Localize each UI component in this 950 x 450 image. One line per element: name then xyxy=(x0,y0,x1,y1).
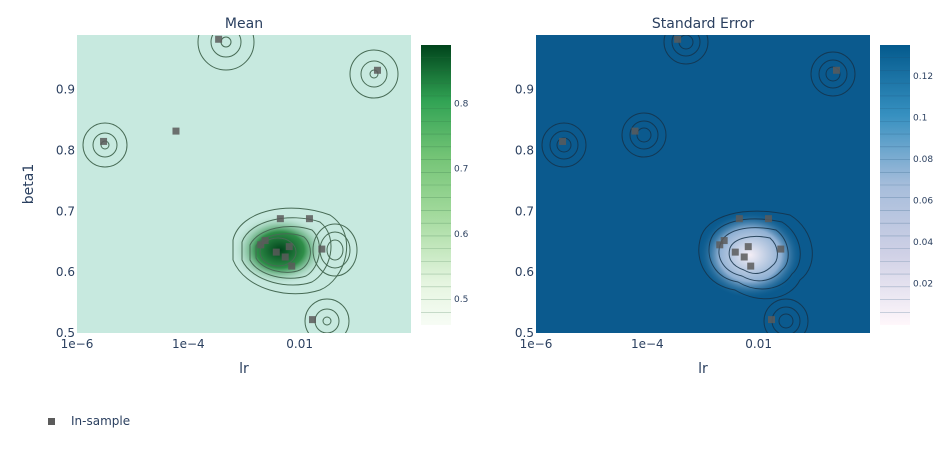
y-tick-label: 0.6 xyxy=(56,265,75,279)
y-tick-label: 0.5 xyxy=(515,326,534,340)
se-x-axis-label: lr xyxy=(698,361,708,377)
in-sample-marker[interactable] xyxy=(832,66,840,74)
legend-label: In-sample xyxy=(71,414,131,428)
in-sample-marker[interactable] xyxy=(731,248,739,256)
in-sample-marker[interactable] xyxy=(305,215,313,223)
in-sample-marker[interactable] xyxy=(281,253,289,261)
x-tick-label: 0.01 xyxy=(745,337,772,351)
in-sample-marker[interactable] xyxy=(777,245,785,253)
in-sample-marker[interactable] xyxy=(288,262,296,270)
in-sample-marker[interactable] xyxy=(767,316,775,324)
colorbar-tick-label: 0.1 xyxy=(913,114,927,124)
mean-title: Mean xyxy=(225,16,263,32)
se-colorbar-ticks: 0.02 0.04 0.06 0.08 0.1 0.12 xyxy=(913,72,933,289)
in-sample-marker[interactable] xyxy=(747,262,755,270)
colorbar-tick-label: 0.8 xyxy=(454,100,469,110)
in-sample-marker[interactable] xyxy=(764,215,772,223)
colorbar-tick-label: 0.08 xyxy=(913,155,933,165)
se-sample-markers xyxy=(559,35,840,324)
in-sample-marker[interactable] xyxy=(272,248,280,256)
y-tick-label: 0.9 xyxy=(515,83,534,97)
in-sample-marker[interactable] xyxy=(631,127,639,135)
x-tick-label: 1e−4 xyxy=(631,337,664,351)
colorbar-tick-label: 0.6 xyxy=(454,230,469,240)
in-sample-marker[interactable] xyxy=(744,243,752,251)
mean-sample-markers xyxy=(100,35,381,324)
mean-x-ticks: 1e−6 1e−4 0.01 xyxy=(61,337,313,351)
in-sample-marker[interactable] xyxy=(674,35,682,43)
in-sample-marker[interactable] xyxy=(100,137,108,145)
in-sample-marker[interactable] xyxy=(261,237,269,245)
x-tick-label: 1e−6 xyxy=(61,337,94,351)
se-title: Standard Error xyxy=(652,16,755,32)
y-tick-label: 0.8 xyxy=(56,144,75,158)
in-sample-marker[interactable] xyxy=(735,215,743,223)
in-sample-marker[interactable] xyxy=(172,127,180,135)
se-heatmap-field xyxy=(541,35,856,333)
in-sample-marker[interactable] xyxy=(559,137,567,145)
x-tick-label: 1e−4 xyxy=(172,337,205,351)
in-sample-marker[interactable] xyxy=(276,215,284,223)
x-tick-label: 0.01 xyxy=(286,337,313,351)
colorbar-tick-label: 0.7 xyxy=(454,165,468,175)
in-sample-marker[interactable] xyxy=(215,35,223,43)
standard-error-panel: Standard Error 0.5 0.6 0.7 0.8 0.9 1e−6 1e−4 0… xyxy=(515,16,933,377)
in-sample-marker[interactable] xyxy=(373,66,381,74)
y-tick-label: 0.8 xyxy=(515,144,534,158)
se-y-ticks: 0.5 0.6 0.7 0.8 0.9 xyxy=(515,83,534,340)
se-heatmap-background xyxy=(536,35,870,333)
legend[interactable]: In-sample xyxy=(48,414,130,428)
y-tick-label: 0.6 xyxy=(515,265,534,279)
se-x-ticks: 1e−6 1e−4 0.01 xyxy=(520,337,772,351)
in-sample-marker[interactable] xyxy=(740,253,748,261)
in-sample-marker-icon xyxy=(48,417,55,425)
x-tick-label: 1e−6 xyxy=(520,337,553,351)
colorbar-tick-label: 0.5 xyxy=(454,295,468,305)
y-tick-label: 0.7 xyxy=(515,204,534,218)
in-sample-marker[interactable] xyxy=(720,237,728,245)
mean-heatmap-field xyxy=(82,35,399,333)
mean-colorbar-ticks: 0.5 0.6 0.7 0.8 xyxy=(454,100,469,305)
colorbar-tick-label: 0.02 xyxy=(913,280,933,290)
y-tick-label: 0.9 xyxy=(56,83,75,97)
y-tick-label: 0.5 xyxy=(56,326,75,340)
colorbar-tick-label: 0.06 xyxy=(913,197,933,207)
mean-y-axis-label: beta1 xyxy=(21,164,37,204)
in-sample-marker[interactable] xyxy=(716,241,724,249)
mean-heatmap-background xyxy=(77,35,411,333)
mean-y-ticks: 0.5 0.6 0.7 0.8 0.9 xyxy=(56,83,75,340)
mean-panel: Mean 0.5 0.6 0.7 0.8 0.9 1e−6 1e−4 0.01 lr bet… xyxy=(21,16,469,377)
in-sample-marker[interactable] xyxy=(257,241,265,249)
colorbar-tick-label: 0.12 xyxy=(913,72,933,82)
mean-x-axis-label: lr xyxy=(239,361,249,377)
y-tick-label: 0.7 xyxy=(56,204,75,218)
in-sample-marker[interactable] xyxy=(285,243,293,251)
se-colorbar xyxy=(880,45,910,325)
in-sample-marker[interactable] xyxy=(318,245,326,253)
colorbar-tick-label: 0.04 xyxy=(913,238,933,248)
mean-colorbar xyxy=(421,45,451,325)
in-sample-marker[interactable] xyxy=(308,316,316,324)
